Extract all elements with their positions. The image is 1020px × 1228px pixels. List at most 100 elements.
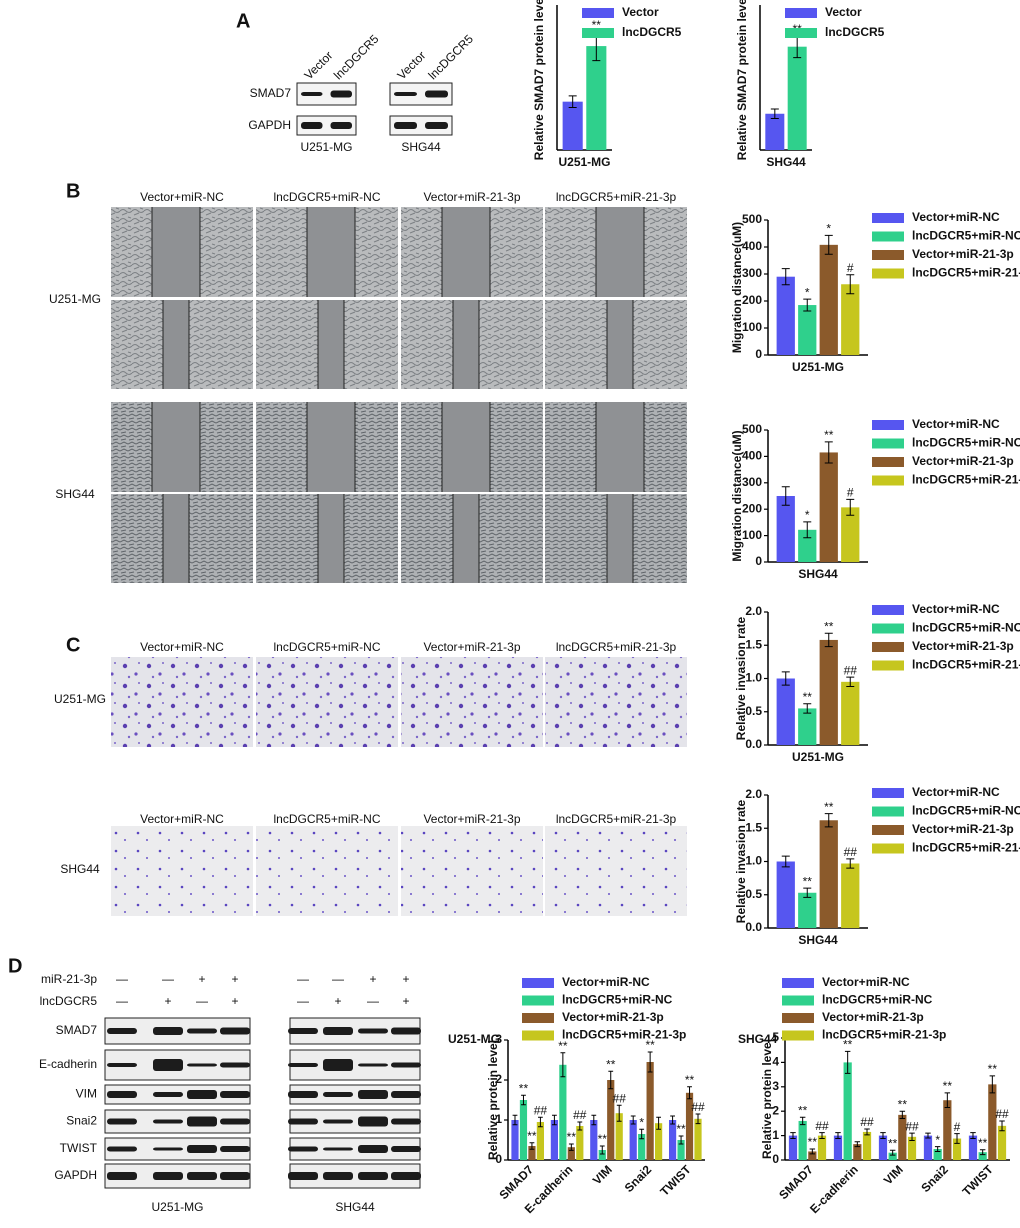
legend-label: Vector+miR-NC [822,975,910,989]
legend-label: lncDGCR5+miR-NC [912,621,1020,635]
significance: ** [824,619,834,633]
bar [615,1113,623,1160]
band [107,1091,137,1098]
error-bar [695,1113,701,1125]
y-tick-label: 3 [495,1032,502,1046]
bar [907,1136,917,1160]
y-tick-label: 500 [742,212,762,226]
band [425,90,448,98]
bar [833,1135,843,1160]
treatment-label: miR-21-3p [41,972,97,986]
panel-label: B [66,180,80,202]
significance: ** [988,1062,998,1076]
treatment-sign: — [367,994,379,1008]
band [323,1119,353,1124]
band [220,1146,250,1152]
bar [841,681,860,745]
bar [952,1138,962,1160]
x-tick-label: VIM [881,1162,906,1187]
treatment-label: lncDGCR5 [40,994,98,1008]
error-bar [880,1132,886,1140]
error-bar [846,498,855,516]
error-bar [577,1121,583,1131]
bar [685,1092,694,1160]
error-bar [925,1132,931,1139]
lane-label: Vector [301,48,335,82]
lane-label: lncDGCR5 [331,32,382,83]
chart-title: SHG44 [738,1032,778,1046]
significance: ## [815,1119,829,1133]
legend-label: Vector+miR-21-3p [912,639,1014,653]
treatment-sign: — [116,972,128,986]
row-label: U251-MG [49,292,101,306]
legend-label: Vector [622,5,659,19]
error-bar [803,887,812,898]
legend-swatch [782,978,814,988]
legend-label: Vector+miR-21-3p [562,1010,664,1024]
bar [668,1120,677,1160]
legend-swatch [872,420,904,430]
x-tick-label: SHG44 [766,155,806,169]
x-tick-label: VIM [590,1162,615,1187]
bar [808,1151,817,1160]
bar [567,1147,575,1160]
y-axis-label: Relative SMAD7 protein level [735,0,749,160]
band [323,1092,353,1097]
error-bar [934,1146,941,1152]
legend-label: Vector+miR-21-3p [822,1010,924,1024]
significance: ** [803,690,813,704]
significance: * [805,508,810,522]
panel-label: A [236,10,250,32]
bar [843,1062,852,1160]
micrograph [545,657,687,747]
band [394,92,417,96]
y-tick-label: 0.5 [745,704,762,718]
legend-label: Vector+miR-NC [912,210,1000,224]
legend-swatch [872,250,904,260]
band [153,1119,183,1124]
error-bar [824,813,833,828]
bar [536,1122,545,1160]
bar [841,863,860,928]
band [394,122,417,129]
error-bar [678,1135,684,1145]
treatment-sign: — [332,972,344,986]
legend-swatch [872,457,904,467]
y-tick-label: 2.0 [745,787,762,801]
x-tick-label: U251-MG [792,750,844,764]
treatment-sign: + [402,972,409,986]
significance: ** [606,1057,616,1071]
significance: ** [645,1038,655,1052]
bar [943,1100,952,1160]
treatment-sign: — [196,994,208,1008]
bar [559,1064,567,1160]
y-tick-label: 0 [772,1152,779,1166]
band [187,1116,217,1127]
x-tick-label: U251-MG [558,155,610,169]
row-label: SMAD7 [250,86,292,100]
legend-label: lncDGCR5+miR-21-3p [912,658,1020,672]
legend-swatch [872,843,904,854]
band [330,122,352,129]
error-bar [824,234,833,255]
error-bar [647,1051,653,1073]
band [358,1090,388,1099]
significance: ## [613,1091,627,1105]
legend-swatch [782,1030,814,1041]
significance: ** [803,874,813,888]
y-tick-label: 1.0 [745,671,762,685]
bar [923,1135,933,1160]
band [425,122,448,129]
y-axis-label: Relative invasion rate [734,616,748,740]
treatment-sign: + [164,994,171,1008]
error-bar [630,1115,636,1125]
band [391,1062,421,1068]
row-label: VIM [76,1087,97,1101]
error-bar [770,108,779,119]
significance: ** [527,1129,537,1143]
significance: ** [824,800,834,814]
y-axis-label: Relative protein level [760,1039,774,1159]
treatment-sign: — [297,994,309,1008]
error-bar [835,1132,841,1140]
